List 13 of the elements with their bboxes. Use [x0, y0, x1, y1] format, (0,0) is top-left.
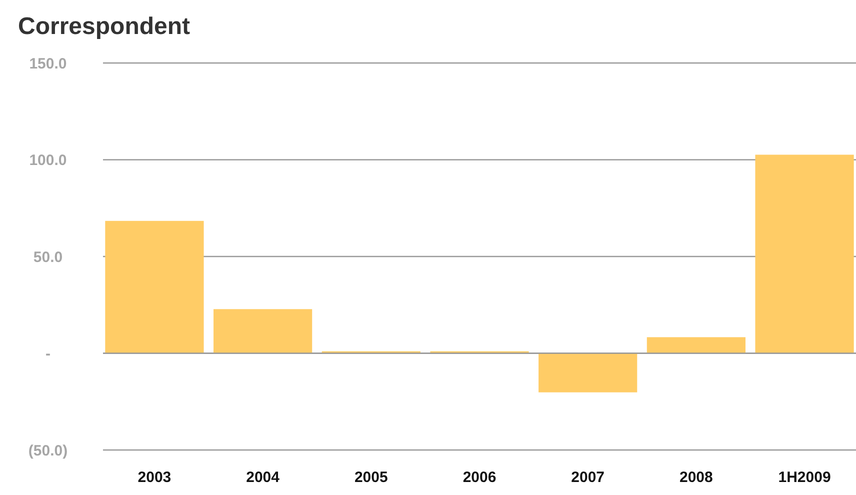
x-tick-label: 2004 [246, 469, 280, 486]
x-tick-label: 2007 [571, 469, 605, 486]
y-tick-label: (50.0) [28, 442, 68, 460]
x-tick-label: 2003 [138, 469, 172, 486]
chart-title: Correspondent [18, 13, 190, 40]
x-tick-label: 2008 [680, 469, 713, 486]
y-tick-label: 150.0 [29, 55, 67, 72]
x-tick-label: 2005 [354, 469, 388, 486]
y-tick-label: 100.0 [29, 152, 67, 169]
y-tick-label: 50.0 [33, 248, 63, 266]
x-tick-label: 1H2009 [778, 469, 831, 486]
y-tick-label: - [46, 346, 50, 362]
x-tick-label: 2006 [462, 469, 496, 486]
